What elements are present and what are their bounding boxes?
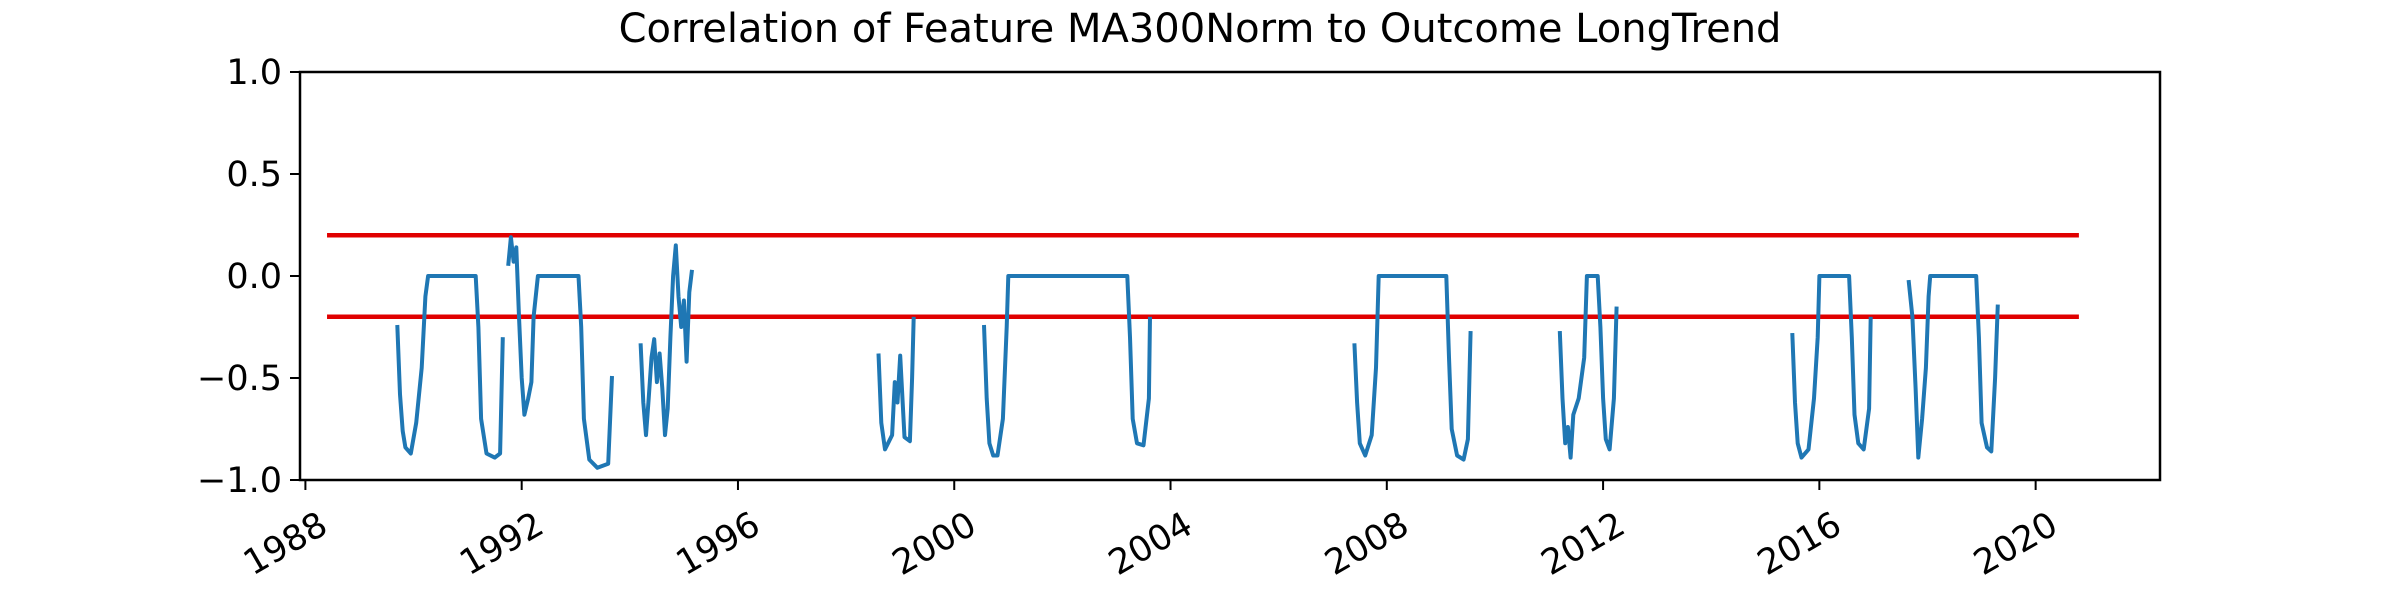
threshold-lines [327, 232, 2079, 320]
series-segment-1 [395, 274, 505, 460]
x-tick-label: 2012 [1535, 505, 1632, 584]
series-segment-5 [982, 274, 1152, 458]
series-segment-6 [1352, 274, 1473, 462]
x-tick-label: 2000 [886, 505, 983, 584]
x-tick-label: 1992 [453, 505, 550, 584]
x-tick-label: 2016 [1751, 505, 1848, 584]
series-segment-8 [1790, 274, 1873, 460]
series-segment-9 [1906, 274, 2000, 460]
y-tick-label: 0.0 [226, 257, 282, 297]
chart-title: Correlation of Feature MA300Norm to Outc… [619, 6, 1782, 52]
series-segment-2 [506, 235, 614, 470]
x-tick-label: 2008 [1319, 505, 1416, 584]
x-tick-label: 2004 [1102, 505, 1199, 584]
x-axis: 1988 1992 1996 2000 2004 2008 2012 2016 2020 [237, 480, 2065, 584]
series-segment-4 [876, 316, 916, 452]
y-tick-label: −0.5 [197, 359, 282, 399]
y-tick-label: 1.0 [226, 53, 282, 93]
series-segment-3 [638, 243, 694, 438]
y-tick-label: −1.0 [197, 461, 282, 501]
y-tick-label: 0.5 [226, 155, 282, 195]
y-axis: 1.0 0.5 0.0 −0.5 −1.0 [197, 53, 300, 501]
correlation-series [395, 235, 2000, 470]
x-tick-label: 1988 [237, 505, 334, 584]
series-segment-7 [1557, 274, 1619, 460]
x-tick-label: 1996 [670, 505, 767, 584]
x-tick-label: 2020 [1967, 505, 2064, 584]
